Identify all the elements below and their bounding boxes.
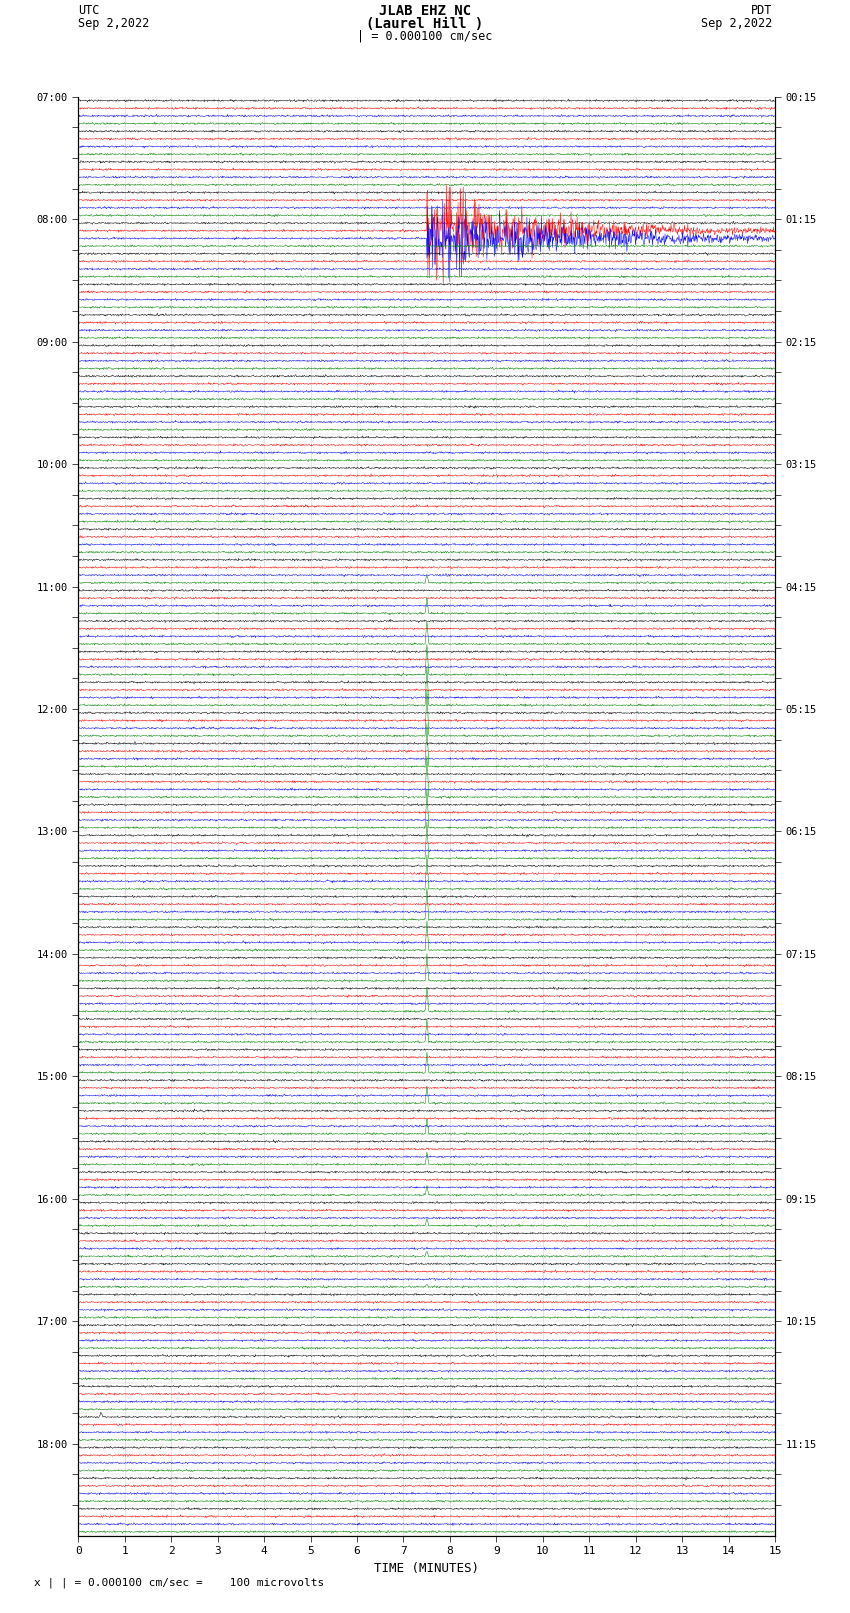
Text: Sep 2,2022: Sep 2,2022 <box>78 18 150 31</box>
Text: Sep 2,2022: Sep 2,2022 <box>700 18 772 31</box>
Text: PDT: PDT <box>751 5 772 18</box>
Text: | = 0.000100 cm/sec: | = 0.000100 cm/sec <box>357 31 493 44</box>
Text: JLAB EHZ NC: JLAB EHZ NC <box>379 5 471 18</box>
Text: UTC: UTC <box>78 5 99 18</box>
Text: (Laurel Hill ): (Laurel Hill ) <box>366 18 484 31</box>
X-axis label: TIME (MINUTES): TIME (MINUTES) <box>374 1561 479 1574</box>
Text: x | | = 0.000100 cm/sec =    100 microvolts: x | | = 0.000100 cm/sec = 100 microvolts <box>34 1578 324 1589</box>
